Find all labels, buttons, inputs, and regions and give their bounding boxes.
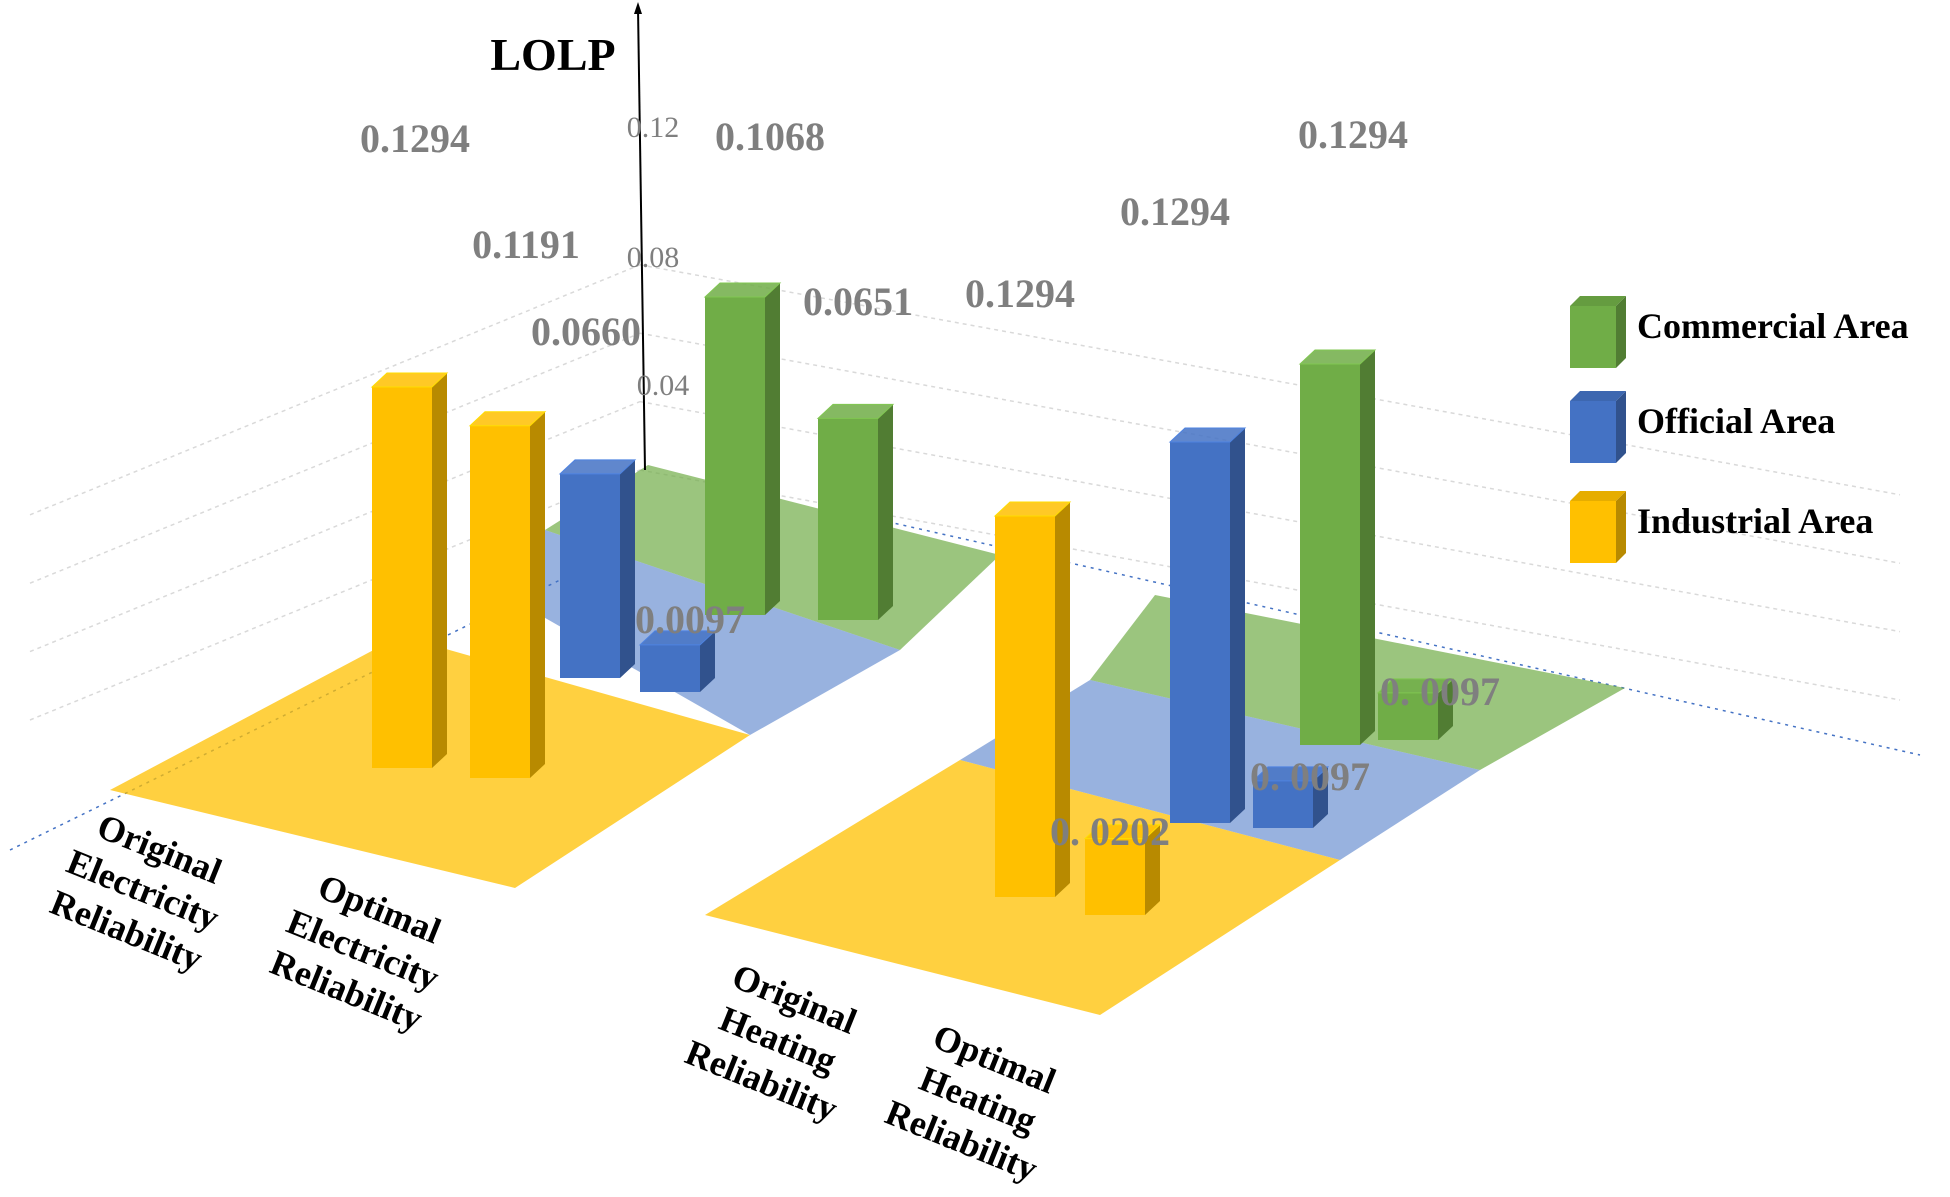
bar-commercial-area-original-heating-top xyxy=(1298,349,1377,365)
bar-official-area-original-heating-side xyxy=(1230,427,1245,823)
data-label-industrial-area-optimal-heating: 0. 0202 xyxy=(1050,809,1170,854)
legend-swatch-top xyxy=(1570,391,1626,401)
data-label-official-area-optimal-electricity: 0.0097 xyxy=(635,597,745,642)
legend: Commercial Area Official Area Industrial A… xyxy=(1570,296,1909,563)
legend-swatch-top xyxy=(1570,491,1626,501)
gridline-right xyxy=(639,264,1901,496)
y-axis: 0.04 0.08 0.12 LOLP xyxy=(490,2,690,471)
legend-label-commercial-area: Commercial Area xyxy=(1637,306,1909,346)
bar-commercial-area-optimal-heating-top xyxy=(1376,678,1455,694)
bar-commercial-area-optimal-heating-side xyxy=(1438,678,1453,740)
bars xyxy=(370,282,1455,915)
gridline-right xyxy=(639,469,1901,701)
bar-industrial-area-original-heating-side xyxy=(1055,501,1070,897)
data-label-industrial-area-optimal-electricity: 0.1191 xyxy=(472,222,580,267)
bar-commercial-area-optimal-electricity-top xyxy=(816,403,895,419)
bar-official-area-optimal-electricity-top xyxy=(638,630,717,646)
bar-official-area-original-electricity-front xyxy=(560,473,620,678)
bar-industrial-area-original-heating-top xyxy=(993,501,1072,517)
bar-industrial-area-optimal-heating-side xyxy=(1145,824,1160,915)
bar-commercial-area-optimal-electricity-side xyxy=(878,404,893,620)
data-label-commercial-area-optimal-heating: 0. 0097 xyxy=(1380,669,1500,714)
bar-industrial-area-original-electricity-front xyxy=(372,386,432,768)
y-axis-title: LOLP xyxy=(490,29,615,80)
bar-commercial-area-original-electricity-front xyxy=(705,297,765,615)
legend-swatch-side xyxy=(1616,296,1626,368)
legend-swatch-official-area xyxy=(1570,401,1616,463)
legend-swatch-side xyxy=(1616,491,1626,563)
y-tick-label: 0.08 xyxy=(627,241,680,274)
data-label-industrial-area-original-electricity: 0.1294 xyxy=(360,116,470,161)
bar-industrial-area-original-electricity-side xyxy=(432,372,447,768)
bar-official-area-optimal-electricity-side xyxy=(700,630,715,692)
y-axis-arrow xyxy=(634,2,642,14)
gridline-right xyxy=(639,400,1901,633)
gridline-left xyxy=(29,469,641,721)
data-label-industrial-area-original-heating: 0.1294 xyxy=(965,271,1075,316)
gridline-right xyxy=(639,332,1901,564)
data-label-commercial-area-original-heating: 0.1294 xyxy=(1298,112,1408,157)
y-tick-label: 0.12 xyxy=(627,111,680,144)
bar-official-area-original-heating-front xyxy=(1170,441,1230,823)
legend-swatch-side xyxy=(1616,391,1626,463)
data-label-official-area-optimal-heating: 0. 0097 xyxy=(1250,754,1370,799)
gridline-left xyxy=(29,400,641,653)
bar-industrial-area-optimal-electricity-top xyxy=(468,411,547,427)
bar-industrial-area-optimal-electricity-front xyxy=(470,425,530,778)
data-labels: 0.1068 0.0651 0.1294 0. 0097 0.0660 0.0097 0.1… xyxy=(360,112,1500,854)
data-label-official-area-original-electricity: 0.0660 xyxy=(531,309,641,354)
bar-industrial-area-optimal-electricity-side xyxy=(530,411,545,778)
legend-label-official-area: Official Area xyxy=(1637,401,1835,441)
legend-swatch-industrial-area xyxy=(1570,501,1616,563)
gridline-left xyxy=(29,264,641,516)
bar-commercial-area-original-heating-side xyxy=(1360,349,1375,745)
bar-industrial-area-original-electricity-top xyxy=(370,372,449,388)
bar-official-area-optimal-heating-front xyxy=(1253,780,1313,828)
bar-industrial-area-original-heating-front xyxy=(995,515,1055,897)
data-label-commercial-area-original-electricity: 0.1068 xyxy=(715,114,825,159)
bar-commercial-area-optimal-heating-front xyxy=(1378,692,1438,740)
bar-official-area-original-electricity-side xyxy=(620,459,635,678)
bar-official-area-optimal-heating-side xyxy=(1313,766,1328,828)
bar-commercial-area-original-electricity-top xyxy=(703,282,782,298)
y-tick-label: 0.04 xyxy=(637,369,690,402)
legend-swatch-top xyxy=(1570,296,1626,306)
data-label-commercial-area-optimal-electricity: 0.0651 xyxy=(803,279,913,324)
data-label-official-area-original-heating: 0.1294 xyxy=(1120,189,1230,234)
bar-official-area-optimal-heating-top xyxy=(1251,766,1330,782)
bar-official-area-optimal-electricity-front xyxy=(640,644,700,692)
bar-industrial-area-optimal-heating-front xyxy=(1085,838,1145,915)
bar-official-area-original-electricity-top xyxy=(558,459,637,475)
legend-swatch-commercial-area xyxy=(1570,306,1616,368)
legend-label-industrial-area: Industrial Area xyxy=(1637,501,1873,541)
bar-commercial-area-original-electricity-side xyxy=(765,283,780,615)
gridline-left xyxy=(29,332,641,584)
bar-official-area-original-heating-top xyxy=(1168,427,1247,443)
bar-industrial-area-optimal-heating-top xyxy=(1083,824,1162,840)
bar-commercial-area-optimal-electricity-front xyxy=(818,418,878,620)
y-axis-line xyxy=(637,7,646,471)
bar-commercial-area-original-heating-front xyxy=(1300,363,1360,745)
